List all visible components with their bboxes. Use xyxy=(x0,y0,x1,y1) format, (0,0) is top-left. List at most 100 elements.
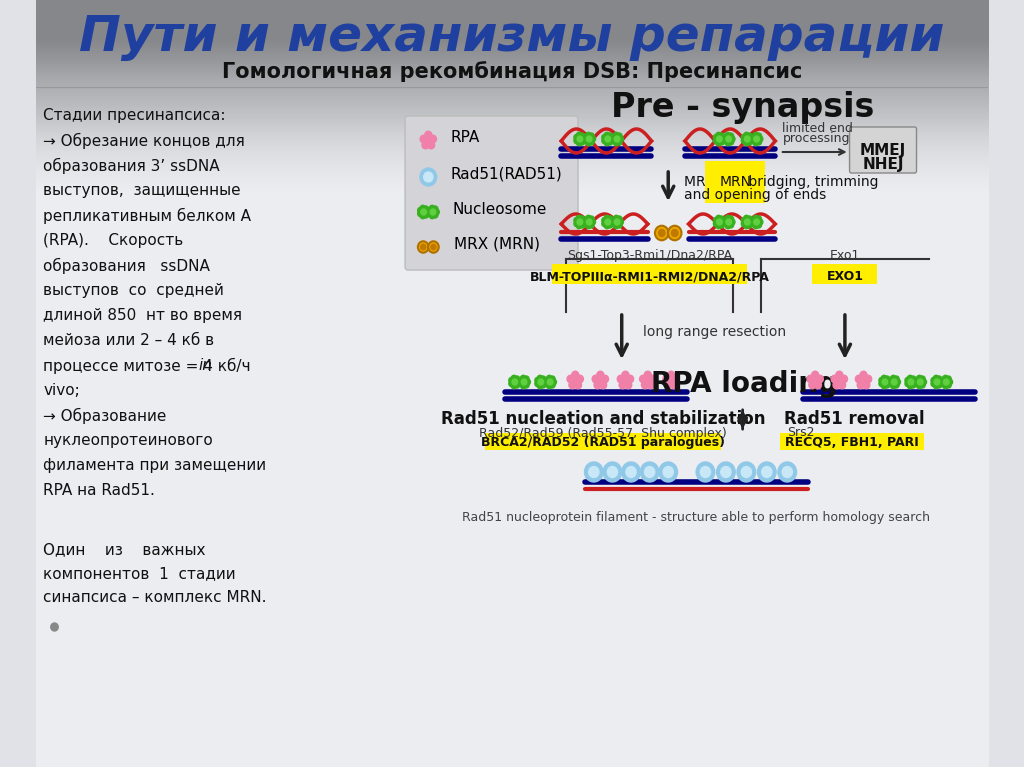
Circle shape xyxy=(514,382,520,388)
Circle shape xyxy=(751,221,756,227)
Text: Sgs1-Top3-Rmi1/Dna2/RPA: Sgs1-Top3-Rmi1/Dna2/RPA xyxy=(567,249,732,262)
Circle shape xyxy=(518,380,523,387)
Circle shape xyxy=(725,216,731,222)
Circle shape xyxy=(716,216,721,222)
Circle shape xyxy=(616,133,622,139)
Circle shape xyxy=(577,140,582,146)
Circle shape xyxy=(644,466,654,478)
Circle shape xyxy=(580,133,585,139)
Circle shape xyxy=(885,382,890,388)
Circle shape xyxy=(509,380,514,387)
Circle shape xyxy=(748,219,754,225)
Circle shape xyxy=(717,136,722,142)
Text: in: in xyxy=(199,358,213,373)
Circle shape xyxy=(931,380,937,387)
Circle shape xyxy=(511,375,517,381)
Circle shape xyxy=(894,382,899,388)
Circle shape xyxy=(658,229,665,236)
Circle shape xyxy=(430,209,436,215)
Text: мейоза или 2 – 4 кб в: мейоза или 2 – 4 кб в xyxy=(43,333,214,348)
Circle shape xyxy=(920,376,926,382)
Circle shape xyxy=(567,375,574,383)
Circle shape xyxy=(728,216,733,222)
Text: Srs2: Srs2 xyxy=(787,426,815,439)
Circle shape xyxy=(614,136,620,142)
Bar xyxy=(780,433,924,450)
Circle shape xyxy=(589,216,594,222)
Text: Rad51 removal: Rad51 removal xyxy=(784,410,925,428)
Circle shape xyxy=(841,375,848,383)
Text: RPA loading: RPA loading xyxy=(651,370,838,398)
Circle shape xyxy=(626,466,636,478)
Circle shape xyxy=(753,222,759,229)
Circle shape xyxy=(905,380,910,387)
Circle shape xyxy=(431,244,436,250)
Text: Пути и механизмы репарации: Пути и механизмы репарации xyxy=(79,13,945,61)
Circle shape xyxy=(778,462,797,482)
Circle shape xyxy=(723,221,728,227)
Circle shape xyxy=(607,139,612,145)
Circle shape xyxy=(569,381,575,389)
Circle shape xyxy=(833,381,840,389)
Circle shape xyxy=(551,379,556,385)
Text: limited end: limited end xyxy=(781,122,852,135)
Text: Pre - synapsis: Pre - synapsis xyxy=(611,91,874,123)
Circle shape xyxy=(538,379,544,385)
Circle shape xyxy=(614,219,620,225)
Text: Nucleosome: Nucleosome xyxy=(453,202,547,216)
Circle shape xyxy=(428,242,438,252)
Circle shape xyxy=(577,375,584,383)
Circle shape xyxy=(743,222,750,229)
Circle shape xyxy=(523,382,529,388)
Circle shape xyxy=(921,379,927,385)
Circle shape xyxy=(620,381,626,389)
Circle shape xyxy=(432,212,438,218)
Circle shape xyxy=(719,133,724,139)
Circle shape xyxy=(725,132,731,138)
Circle shape xyxy=(744,219,750,225)
Circle shape xyxy=(587,136,592,142)
Circle shape xyxy=(668,371,675,379)
Circle shape xyxy=(420,206,426,211)
Circle shape xyxy=(544,380,550,387)
Circle shape xyxy=(855,375,862,383)
Text: MRX (MRN): MRX (MRN) xyxy=(455,236,541,252)
Circle shape xyxy=(602,137,607,143)
Circle shape xyxy=(602,217,607,223)
Circle shape xyxy=(658,462,678,482)
Circle shape xyxy=(647,381,654,389)
Circle shape xyxy=(756,139,762,145)
Circle shape xyxy=(668,225,682,240)
Circle shape xyxy=(931,377,937,384)
Circle shape xyxy=(743,140,750,146)
Circle shape xyxy=(509,377,514,384)
Circle shape xyxy=(608,219,614,225)
Circle shape xyxy=(809,381,816,389)
Text: длиной 850  нт во время: длиной 850 нт во время xyxy=(43,308,243,323)
Circle shape xyxy=(753,132,759,138)
Text: репликативным белком A: репликативным белком A xyxy=(43,208,251,224)
Circle shape xyxy=(584,221,589,227)
Text: Один    из    важных: Один из важных xyxy=(43,542,206,557)
Circle shape xyxy=(571,371,579,379)
Circle shape xyxy=(584,134,589,140)
Circle shape xyxy=(916,383,923,389)
Circle shape xyxy=(816,375,823,383)
Circle shape xyxy=(420,168,436,186)
Circle shape xyxy=(578,219,583,225)
Circle shape xyxy=(592,375,599,383)
Circle shape xyxy=(907,375,913,381)
Circle shape xyxy=(671,381,677,389)
Circle shape xyxy=(719,216,724,222)
Circle shape xyxy=(860,377,867,385)
Circle shape xyxy=(423,206,429,212)
Circle shape xyxy=(641,381,648,389)
Circle shape xyxy=(590,219,596,225)
Text: RPA: RPA xyxy=(451,130,480,146)
Circle shape xyxy=(719,222,724,228)
Text: Rad51(RAD51): Rad51(RAD51) xyxy=(451,166,562,182)
Circle shape xyxy=(758,136,763,142)
Circle shape xyxy=(550,376,555,382)
Circle shape xyxy=(940,380,946,387)
Text: and opening of ends: and opening of ends xyxy=(684,188,826,202)
